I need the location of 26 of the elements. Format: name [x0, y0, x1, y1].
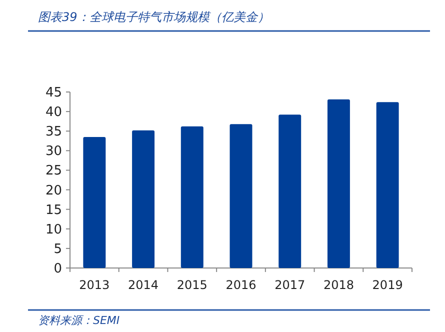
- y-tick-label: 35: [45, 124, 62, 140]
- bar: [83, 136, 106, 268]
- y-tick-label: 30: [45, 144, 62, 160]
- y-tick-label: 20: [45, 183, 62, 198]
- bar: [278, 114, 302, 268]
- x-tick-label: 2013: [79, 278, 110, 292]
- y-tick-label: 25: [45, 164, 62, 179]
- bar: [132, 130, 155, 268]
- x-tick-label: 2019: [372, 278, 403, 292]
- y-tick-label: 10: [45, 222, 62, 238]
- x-tick-label: 2017: [274, 278, 306, 292]
- y-tick-label: 45: [45, 86, 62, 100]
- x-tick-label: 2016: [226, 278, 256, 292]
- x-tick-label: 2018: [323, 278, 354, 292]
- x-tick-label: 2015: [176, 278, 208, 292]
- y-tick-label: 5: [54, 242, 62, 257]
- chart-title: 图表39：全球电子特气市场规模（亿美金）: [38, 10, 270, 24]
- x-tick-label: 2014: [128, 278, 159, 292]
- bar: [327, 99, 350, 268]
- y-tick-label: 40: [45, 105, 62, 120]
- y-tick-label: 0: [54, 262, 62, 276]
- text: 资料来源：SEMI: [38, 314, 120, 327]
- bar: [376, 102, 399, 268]
- bar: [230, 124, 252, 268]
- bar: [180, 126, 204, 268]
- y-tick-label: 15: [45, 202, 62, 218]
